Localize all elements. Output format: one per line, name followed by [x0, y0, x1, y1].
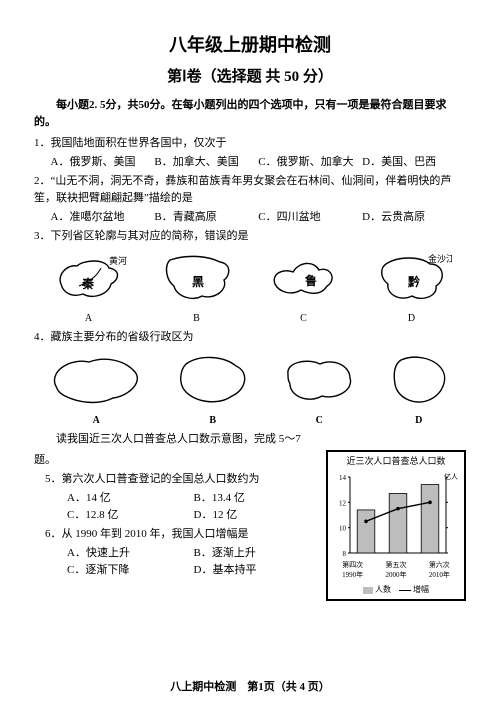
svg-text:10: 10 [339, 524, 347, 532]
q1-opt-d: D．美国、巴西 [362, 154, 466, 171]
q1-text: 1．我国陆地面积在世界各国中，仅次于 [34, 135, 466, 152]
q2-opt-a: A．准噶尔盆地 [51, 209, 155, 226]
instructions: 每小题2. 5分，共50分。在每小题列出的四个选项中，只有一项是最符合题目要求的… [34, 97, 466, 131]
chart-intro-cont: 题。 [34, 452, 320, 469]
q4-map-a: A [47, 350, 145, 429]
chart-svg: 8 10 12 14 亿人 [332, 471, 460, 559]
q2-opt-d: D．云贵高原 [362, 209, 466, 226]
q6-text: 6．从 1990 年到 2010 年，我国人口增幅是 [34, 526, 320, 543]
q5-opt-c: C．12.8 亿 [67, 507, 194, 524]
q5-text: 5．第六次人口普查登记的全国总人口数约为 [34, 471, 320, 488]
q3-map-c: 鲁 C [265, 250, 343, 327]
q3-a-label: A [49, 311, 129, 327]
q6-opt-a: A．快速上升 [67, 545, 194, 562]
q3-d-label: D [372, 311, 452, 327]
q2-opt-c: C．四川盆地 [258, 209, 362, 226]
q2-text: 2．“山无不洞，洞无不奇，彝族和苗族青年男女聚会在石林间、仙洞间，伴着明快的芦笙… [34, 173, 466, 207]
q1-opt-b: B．加拿大、美国 [154, 154, 258, 171]
q3-diagrams: 黄河 秦 A 黑 B 鲁 C 金沙江 黔 [34, 250, 466, 327]
svg-text:亿人: 亿人 [444, 472, 458, 481]
q3-text: 3．下列省区轮廓与其对应的简称，错误的是 [34, 228, 466, 245]
population-chart: 近三次人口普查总人口数 8 10 12 14 亿人 第四次1990年 第五次2000年 … [326, 450, 466, 601]
q3-d-inner: 黔 [408, 274, 420, 289]
q4-text: 4．藏族主要分布的省级行政区为 [34, 329, 466, 346]
q3-map-a: 黄河 秦 A [49, 250, 129, 327]
q4-map-c: C [280, 350, 358, 429]
svg-text:14: 14 [339, 474, 347, 482]
q3-b-label: B [158, 311, 236, 327]
q1-opt-a: A．俄罗斯、美国 [51, 154, 155, 171]
svg-text:12: 12 [339, 499, 347, 507]
q4-d-label: D [385, 413, 453, 429]
q4-a-label: A [47, 413, 145, 429]
q3-map-b: 黑 B [158, 250, 236, 327]
svg-text:8: 8 [343, 550, 347, 558]
q6-opt-d: D．基本持平 [194, 562, 321, 579]
chart-legend: 人数 增幅 [331, 584, 461, 596]
q2-opt-b: B．青藏高原 [154, 209, 258, 226]
q4-diagrams: A B C D [34, 350, 466, 429]
q5-opt-a: A．14 亿 [67, 490, 194, 507]
section-subtitle: 第Ⅰ卷（选择题 共 50 分） [34, 66, 466, 89]
q3-d-river: 金沙江 [428, 253, 452, 264]
q6-options: A．快速上升 B．逐渐上升 C．逐渐下降 D．基本持平 [67, 545, 320, 579]
chart-x-labels: 第四次1990年 第五次2000年 第六次2010年 [331, 560, 461, 582]
q4-c-label: C [280, 413, 358, 429]
q3-c-label: C [265, 311, 343, 327]
q5-options: A．14 亿 B．13.4 亿 C．12.8 亿 D．12 亿 [67, 490, 320, 524]
q3-b-inner: 黑 [192, 275, 204, 289]
q4-map-b: B [172, 350, 254, 429]
q3-map-d: 金沙江 黔 D [372, 250, 452, 327]
q5-opt-d: D．12 亿 [194, 507, 321, 524]
q3-a-inner: 秦 [81, 276, 94, 291]
q6-opt-b: B．逐渐上升 [194, 545, 321, 562]
q1-options: A．俄罗斯、美国 B．加拿大、美国 C．俄罗斯、加拿大 D．美国、巴西 [51, 154, 467, 171]
chart-intro: 读我国近三次人口普查总人口数示意图，完成 5～7 [34, 431, 466, 448]
q4-b-label: B [172, 413, 254, 429]
q3-c-inner: 鲁 [304, 273, 317, 288]
chart-title: 近三次人口普查总人口数 [331, 455, 461, 469]
q1-opt-c: C．俄罗斯、加拿大 [258, 154, 362, 171]
q4-map-d: D [385, 350, 453, 429]
page-title: 八年级上册期中检测 [34, 32, 466, 60]
q5-opt-b: B．13.4 亿 [194, 490, 321, 507]
q6-opt-c: C．逐渐下降 [67, 562, 194, 579]
q2-options: A．准噶尔盆地 B．青藏高原 C．四川盆地 D．云贵高原 [51, 209, 467, 226]
q3-a-river: 黄河 [109, 255, 127, 266]
page-footer: 八上期中检测 第1页（共 4 页） [0, 679, 500, 696]
